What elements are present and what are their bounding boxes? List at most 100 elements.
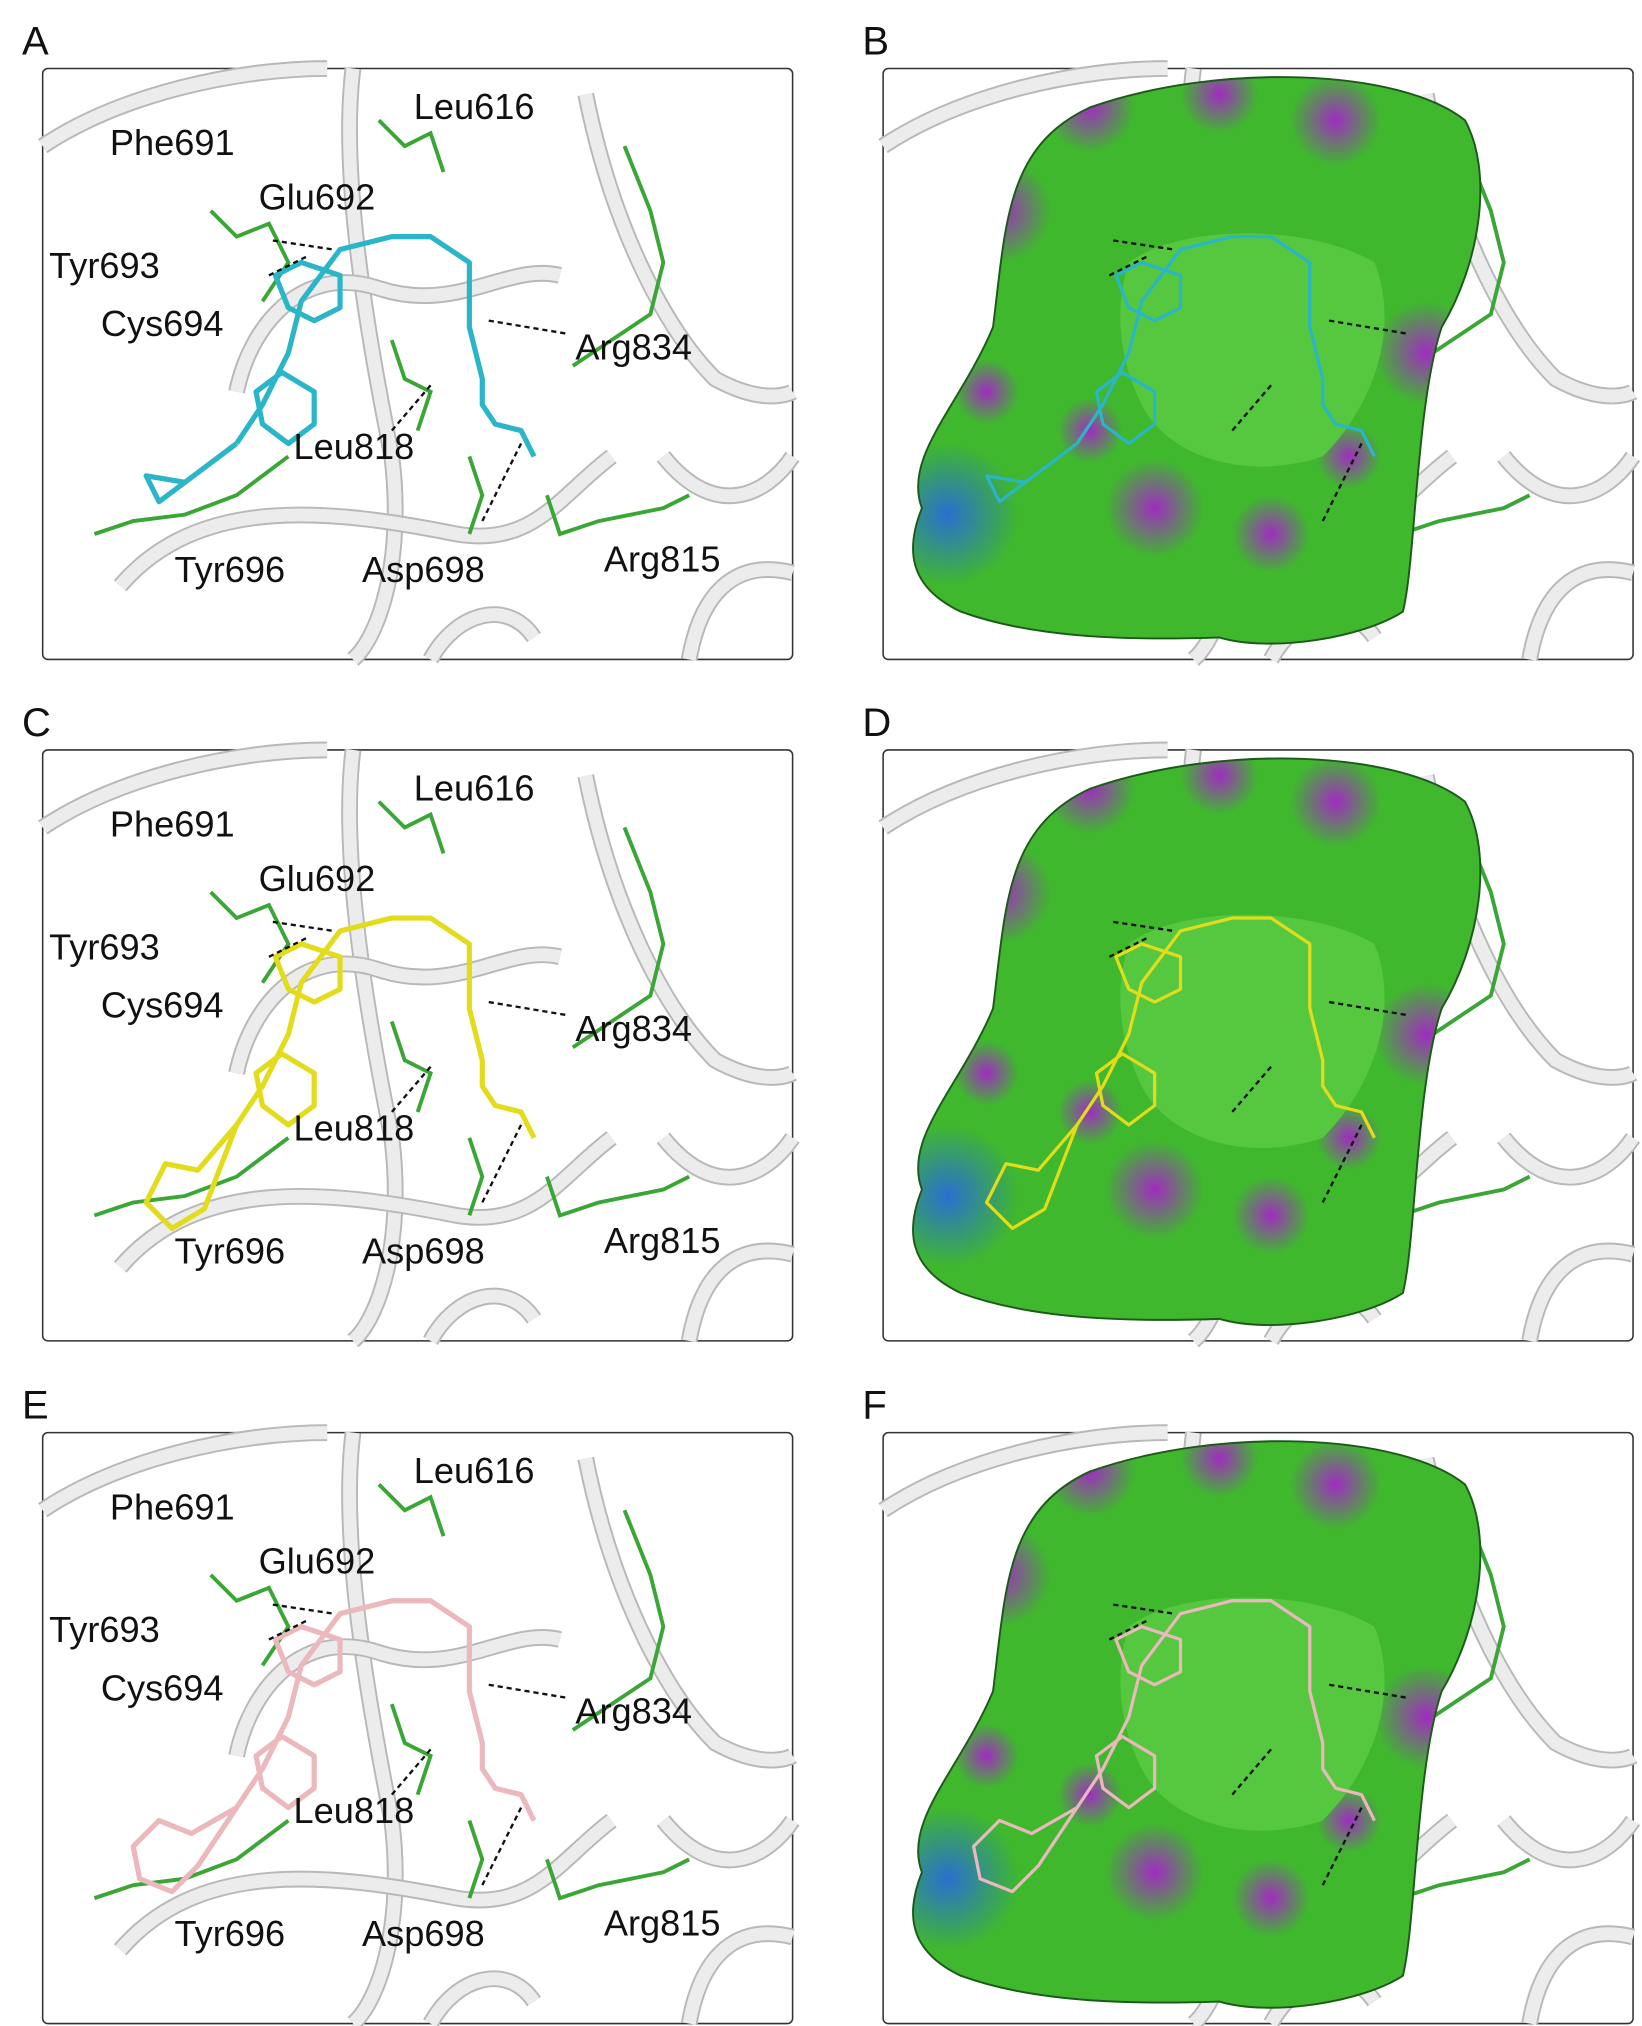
residue-label: Asp698 — [362, 549, 485, 590]
surface-edge — [912, 1440, 1482, 2009]
pocket — [1120, 1597, 1385, 1831]
residue — [545, 1857, 691, 1901]
h-bond — [1231, 1065, 1272, 1113]
h-bond — [1113, 920, 1175, 933]
residue-label: Asp698 — [362, 1913, 485, 1954]
residue-label: Asp698 — [362, 1230, 485, 1271]
panel: Leu616 Phe691 Glu692 Tyr693 Cys694 Arg834 Leu8… — [38, 60, 800, 666]
residue-label: Glu692 — [259, 1541, 376, 1582]
surface-patch — [954, 1040, 1019, 1106]
residue — [545, 493, 691, 537]
surface-patch — [1105, 459, 1204, 558]
h-bond — [268, 936, 309, 958]
h-bond — [272, 1603, 334, 1615]
ribbon — [230, 948, 562, 1075]
ribbon — [39, 1426, 328, 1516]
residue-label: Arg815 — [604, 539, 721, 580]
h-bond — [1108, 254, 1149, 277]
residue — [389, 1020, 433, 1113]
ribbon — [879, 743, 1168, 833]
residue-label: Arg834 — [575, 1691, 692, 1732]
residue — [571, 826, 666, 1049]
h-bond — [1113, 239, 1175, 251]
ligand — [272, 259, 343, 324]
ligand — [272, 1624, 343, 1688]
surface-patch — [1180, 77, 1259, 134]
structure — [38, 741, 800, 1348]
h-bond — [390, 384, 432, 432]
residue-label: Phe691 — [110, 804, 235, 845]
residue-label: Arg815 — [604, 1220, 721, 1261]
residue-label: Phe691 — [110, 122, 235, 163]
ligand — [1114, 260, 1183, 323]
surface-patch — [1232, 1176, 1310, 1255]
ribbon — [1523, 1927, 1635, 2025]
ligand — [1114, 1624, 1183, 1687]
ligand — [1114, 942, 1183, 1004]
residue-label: Cys694 — [101, 303, 224, 344]
h-bond — [1113, 1603, 1175, 1615]
surface-patch — [1180, 1441, 1259, 1498]
panel-letter: C — [22, 701, 51, 745]
surface-patch — [912, 1807, 1019, 1950]
ribbon — [1523, 1244, 1635, 1342]
ligand — [984, 442, 1079, 504]
residue-label: Tyr696 — [175, 549, 286, 590]
h-bond — [1108, 936, 1149, 958]
ribbon — [879, 62, 1168, 152]
ribbon — [682, 1244, 795, 1342]
surface-patch — [1105, 1823, 1204, 1922]
ligand — [234, 1598, 537, 1822]
panel — [878, 1424, 1641, 2026]
residue — [467, 455, 485, 535]
surface-patch — [954, 359, 1019, 425]
ligand — [1094, 1052, 1157, 1127]
panel-frame — [41, 1431, 794, 2025]
h-bond — [272, 920, 334, 933]
residue-label: Tyr693 — [49, 245, 160, 286]
residue-label: Leu818 — [294, 1107, 415, 1148]
h-bond — [1329, 1000, 1407, 1017]
surface-patch — [954, 1723, 1019, 1789]
surface-patch — [1232, 495, 1310, 573]
residue-label: Tyr693 — [49, 1609, 160, 1650]
residue-label: Cys694 — [101, 985, 224, 1026]
panel-letter: B — [862, 20, 889, 64]
ligand — [1075, 235, 1376, 458]
structure — [38, 1424, 800, 2026]
ribbon — [579, 93, 796, 403]
surface-patch — [1232, 1859, 1310, 1937]
residue-label: Tyr696 — [175, 1913, 286, 1954]
residue-label: Leu616 — [414, 767, 535, 808]
ribbon — [115, 1815, 616, 1955]
residue-label: Leu818 — [294, 1790, 415, 1831]
ribbon — [879, 1426, 1168, 1516]
residue — [1412, 1509, 1506, 1732]
panel — [878, 60, 1641, 666]
residue-label: Tyr696 — [175, 1230, 286, 1271]
ligand — [972, 1805, 1079, 1894]
surface-edge — [912, 76, 1482, 645]
ribbon — [658, 1816, 798, 1867]
ribbon — [230, 1631, 562, 1758]
ribbon — [424, 1972, 540, 2026]
ribbon — [1523, 563, 1635, 661]
ribbon — [230, 266, 562, 394]
residue — [1412, 145, 1506, 368]
ribbon — [424, 1289, 540, 1345]
residue — [93, 454, 290, 536]
residue — [93, 1136, 290, 1218]
panel-letter: D — [862, 701, 891, 745]
ligand — [984, 1123, 1079, 1230]
ribbon — [682, 1927, 795, 2025]
residue — [1412, 826, 1506, 1049]
ribbon — [579, 1457, 796, 1767]
residue-label: Arg834 — [575, 1008, 692, 1049]
ribbon — [658, 1133, 798, 1184]
pocket — [1120, 914, 1385, 1148]
residue — [389, 339, 433, 432]
ribbon — [343, 67, 402, 665]
h-bond — [488, 1683, 567, 1699]
h-bond — [268, 254, 309, 277]
